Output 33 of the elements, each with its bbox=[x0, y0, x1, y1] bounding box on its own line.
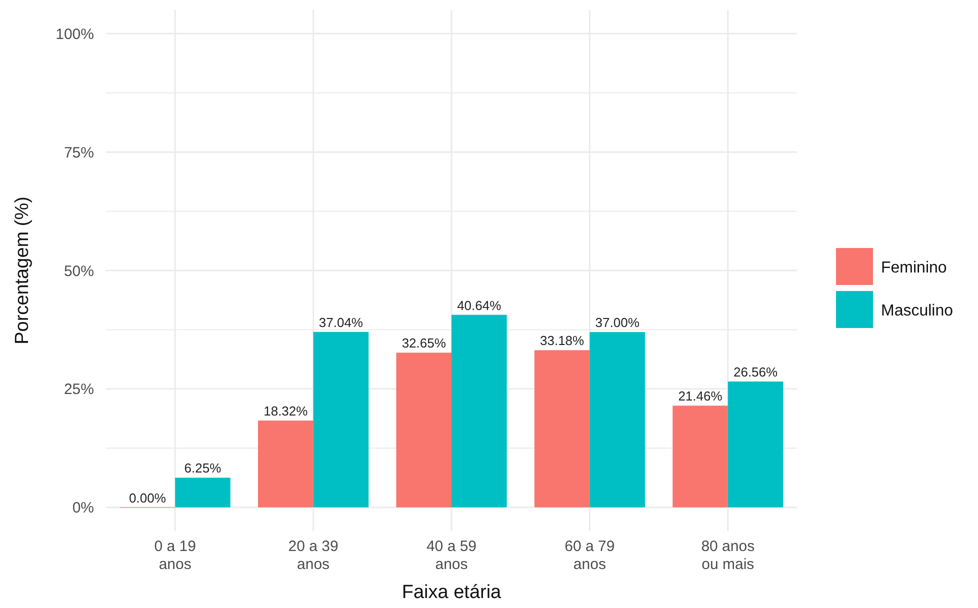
legend-label: Masculino bbox=[881, 302, 954, 320]
bar bbox=[452, 314, 507, 508]
y-tick-label: 0% bbox=[72, 500, 94, 517]
bar bbox=[534, 350, 590, 508]
x-tick-label: 0 a 19 anos bbox=[154, 538, 196, 573]
data-label: 26.56% bbox=[733, 364, 778, 380]
data-label: 0.00% bbox=[129, 490, 166, 506]
y-tick-label: 100% bbox=[56, 26, 94, 43]
bar bbox=[396, 352, 452, 508]
data-label: 40.64% bbox=[457, 298, 502, 313]
data-label: 32.65% bbox=[402, 336, 446, 351]
data-label: 18.32% bbox=[264, 404, 308, 419]
data-label: 37.00% bbox=[595, 315, 640, 330]
x-tick-label: 80 anos ou mais bbox=[701, 538, 755, 573]
legend-label: Feminino bbox=[881, 260, 947, 277]
bar bbox=[728, 382, 784, 508]
bar bbox=[590, 332, 645, 508]
bar bbox=[175, 478, 230, 508]
y-tick-label: 50% bbox=[64, 262, 94, 280]
bar bbox=[258, 420, 314, 508]
data-label: 6.25% bbox=[184, 460, 222, 476]
x-axis-title: Faixa etária bbox=[402, 582, 502, 603]
bar bbox=[313, 332, 369, 508]
bar bbox=[672, 406, 728, 508]
y-tick-label: 25% bbox=[64, 381, 94, 398]
data-label: 37.04% bbox=[318, 314, 364, 330]
x-tick-label: 40 a 59 anos bbox=[426, 538, 477, 573]
y-axis-title: Porcentagem (%) bbox=[12, 196, 33, 344]
data-label: 33.18% bbox=[540, 333, 585, 348]
data-label: 21.46% bbox=[678, 388, 723, 404]
x-tick-label: 60 a 79 anos bbox=[564, 538, 615, 573]
x-tick-label: 20 a 39 anos bbox=[288, 538, 338, 573]
y-tick-label: 75% bbox=[64, 144, 94, 162]
